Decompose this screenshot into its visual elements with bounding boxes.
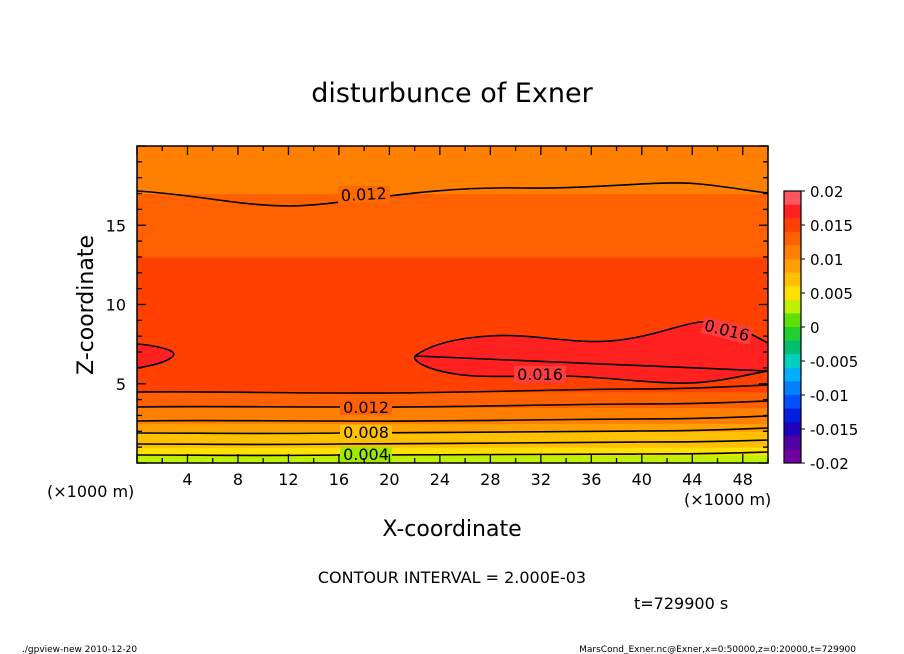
contour-line-0010: [137, 415, 768, 422]
colorbar-segment: [784, 435, 801, 450]
field-maximum-region: [137, 344, 174, 368]
field-band: [137, 415, 768, 424]
y-tick-label: 10: [106, 296, 126, 315]
colorbar-segment: [784, 367, 801, 382]
chart-title: disturbunce of Exner: [311, 78, 593, 109]
colorbar-segment: [784, 299, 801, 314]
x-units-left: (×1000 m): [47, 482, 134, 501]
colorbar-tick-label: -0.02: [810, 455, 849, 473]
field-band: [137, 423, 768, 432]
x-tick-label: 36: [581, 470, 601, 489]
x-units-right: (×1000 m): [684, 490, 771, 509]
contour-interval-text: CONTOUR INTERVAL = 2.000E-03: [318, 568, 586, 587]
colorbar-tick-label: -0.005: [810, 353, 858, 371]
footer-right: MarsCond_Exner.nc@Exner,x=0:50000,z=0:20…: [579, 645, 856, 654]
axis-ticks: [136, 145, 769, 464]
colorbar-segment: [784, 449, 801, 464]
time-text: t=729900 s: [634, 594, 728, 613]
colorbar-segment: [784, 231, 801, 246]
contour-line-0012: [137, 400, 768, 408]
colorbar-segment: [784, 422, 801, 437]
contour-lines: [137, 182, 768, 457]
field-band: [137, 146, 768, 171]
colorbar-tick-label: 0: [810, 319, 820, 337]
colorbar-segment: [784, 245, 801, 260]
colorbar-segment: [784, 408, 801, 423]
field-band: [137, 407, 768, 417]
y-tick-label: 15: [106, 216, 126, 235]
footer-left: ./gpview-new 2010-12-20: [22, 645, 137, 654]
field-band: [137, 431, 768, 440]
field-band: [137, 399, 768, 409]
contour-label-0004: 0.004: [343, 445, 389, 464]
contour-label-0012-top: 0.012: [340, 184, 387, 205]
contour-line-inner-left: [137, 343, 175, 369]
field-band: [137, 391, 768, 401]
x-tick-label: 48: [733, 470, 753, 489]
field-band: [137, 455, 768, 463]
x-tick-label: 40: [632, 470, 652, 489]
contour-line-0004: [137, 451, 768, 457]
colorbar-tick-label: 0.015: [810, 217, 853, 235]
y-axis-label: Z-coordinate: [74, 235, 99, 375]
colorbar: [784, 191, 801, 464]
contour-label-0012-lower: 0.012: [343, 398, 389, 417]
field-band: [137, 375, 768, 393]
x-tick-label: 24: [430, 470, 450, 489]
colorbar-tick-label: 0.02: [810, 183, 843, 201]
field-band: [137, 288, 768, 321]
colorbar-segment: [784, 272, 801, 287]
colorbar-segment: [784, 218, 801, 233]
colorbar-segment: [784, 313, 801, 328]
x-tick-label: 20: [379, 470, 399, 489]
x-axis-label: X-coordinate: [382, 517, 521, 542]
x-tick-label: 8: [233, 470, 243, 489]
contour-label-0008: 0.008: [343, 423, 389, 442]
colorbar-segment: [784, 204, 801, 219]
x-tick-label: 28: [480, 470, 500, 489]
contour-line-0008: [137, 427, 768, 435]
colorbar-tick-label: 0.005: [810, 285, 853, 303]
x-tick-label: 12: [278, 470, 298, 489]
colorbar-segment: [784, 395, 801, 409]
colorbar-segment: [784, 340, 801, 355]
colorbar-segment: [784, 327, 801, 341]
field-band: [137, 447, 768, 456]
x-tick-label: 32: [531, 470, 551, 489]
y-tick-label: 5: [116, 375, 126, 394]
contour-line-0012-top: [137, 182, 768, 207]
contour-line-0014: [137, 384, 768, 394]
field-band: [137, 256, 768, 290]
colorbar-segment: [784, 191, 801, 205]
contour-label-0016-lower: 0.016: [517, 365, 563, 384]
colorbar-segment: [784, 286, 801, 301]
colorbar-labels: 0.02 0.015 0.01 0.005 0 -0.005 -0.01 -0.015 -0.0…: [801, 183, 858, 473]
colorbar-tick-label: 0.01: [810, 251, 843, 269]
field-band: [137, 193, 768, 226]
field-band: [137, 225, 768, 258]
contour-line-0006: [137, 439, 768, 446]
colorbar-tick-label: -0.01: [810, 387, 849, 405]
x-tick-label: 16: [329, 470, 349, 489]
colorbar-segment: [784, 259, 801, 273]
colorbar-segment: [784, 354, 801, 369]
x-tick-label: 44: [682, 470, 702, 489]
contour-fill: [137, 146, 768, 463]
colorbar-tick-label: -0.015: [810, 421, 858, 439]
x-tick-label: 4: [182, 470, 192, 489]
colorbar-segment: [784, 381, 801, 396]
